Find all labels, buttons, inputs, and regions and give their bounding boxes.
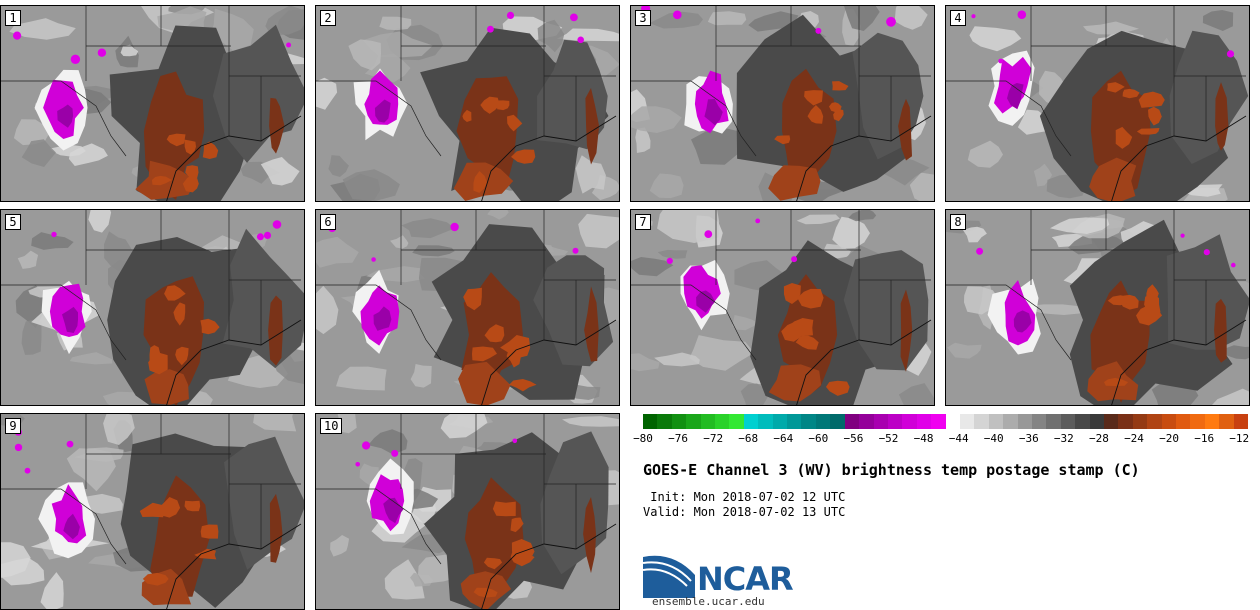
postage-stamp-panel: 6	[315, 209, 620, 406]
colorbar-swatch	[916, 414, 932, 429]
water-vapor-map	[631, 6, 934, 201]
postage-stamp-panel: 10	[315, 413, 620, 610]
colorbar-swatch	[1219, 414, 1234, 429]
panel-number: 6	[320, 214, 336, 230]
postage-stamp-panel: 9	[0, 413, 305, 610]
colorbar-tick-label: −64	[773, 432, 794, 445]
colorbar-swatch	[859, 414, 874, 429]
colorbar-swatch	[1132, 414, 1148, 429]
logo-url: ensemble.ucar.edu	[652, 595, 765, 608]
colorbar-swatch	[844, 414, 860, 429]
panel-number: 10	[320, 418, 343, 434]
colorbar-swatch	[931, 414, 946, 429]
colorbar-tick-label: −68	[738, 432, 759, 445]
colorbar-swatch	[1204, 414, 1220, 429]
panel-number: 2	[320, 10, 336, 26]
colorbar-swatch	[700, 414, 716, 429]
water-vapor-map	[316, 414, 619, 609]
colorbar-swatch	[830, 414, 845, 429]
colorbar-swatch	[1147, 414, 1162, 429]
colorbar-swatch	[1017, 414, 1032, 429]
colorbar-swatch	[1046, 414, 1061, 429]
colorbar-swatch	[1161, 414, 1177, 429]
valid-time: Valid: Mon 2018-07-02 13 UTC	[643, 505, 846, 519]
colorbar-swatch	[801, 414, 816, 429]
postage-stamp-panel: 2	[315, 5, 620, 202]
water-vapor-map	[1, 210, 304, 405]
colorbar	[643, 414, 1249, 429]
colorbar-swatch	[1075, 414, 1090, 429]
panel-number: 4	[950, 10, 966, 26]
colorbar-tick-label: −32	[1053, 432, 1074, 445]
colorbar-swatch	[729, 414, 744, 429]
postage-stamp-panel: 7	[630, 209, 935, 406]
colorbar-swatch	[887, 414, 903, 429]
postage-stamp-panel: 1	[0, 5, 305, 202]
postage-stamp-panel: 5	[0, 209, 305, 406]
colorbar-swatch	[1176, 414, 1191, 429]
colorbar-swatch	[1104, 414, 1119, 429]
ncar-logo-icon	[643, 555, 695, 598]
colorbar-tick-label: −80	[633, 432, 653, 445]
postage-stamp-panel: 8	[945, 209, 1250, 406]
panel-number: 9	[5, 418, 21, 434]
colorbar-swatch	[715, 414, 730, 429]
colorbar-ticks: −80 −76 −72 −68 −64 −60 −56 −52 −48 −44 −40 −36 −32 −…	[633, 432, 1250, 446]
panel-number: 1	[5, 10, 21, 26]
colorbar-swatch	[743, 414, 759, 429]
colorbar-swatch	[988, 414, 1004, 429]
postage-stamp-panel: 3	[630, 5, 935, 202]
init-time: Init: Mon 2018-07-02 12 UTC	[643, 490, 846, 504]
colorbar-swatch	[815, 414, 831, 429]
colorbar-tick-label: −48	[913, 432, 934, 445]
colorbar-swatch	[902, 414, 917, 429]
water-vapor-map	[946, 210, 1249, 405]
colorbar-tick-label: −28	[1089, 432, 1109, 445]
colorbar-tick-label: −16	[1194, 432, 1215, 445]
colorbar-swatch	[643, 414, 658, 429]
colorbar-tick-label: −60	[808, 432, 829, 445]
colorbar-swatch	[657, 414, 672, 429]
colorbar-tick-label: −52	[878, 432, 899, 445]
colorbar-swatch	[1089, 414, 1104, 429]
water-vapor-map	[631, 210, 934, 405]
panel-number: 5	[5, 214, 21, 230]
colorbar-swatch	[1060, 414, 1076, 429]
water-vapor-map	[1, 6, 304, 201]
colorbar-tick-label: −36	[1018, 432, 1039, 445]
colorbar-tick-label: −76	[668, 432, 688, 445]
colorbar-swatch	[772, 414, 788, 429]
colorbar-tick-label: −44	[948, 432, 969, 445]
colorbar-swatch	[873, 414, 888, 429]
colorbar-swatch	[1118, 414, 1133, 429]
colorbar-tick-label: −72	[703, 432, 724, 445]
panel-number: 3	[635, 10, 651, 26]
colorbar-swatch	[945, 414, 960, 429]
colorbar-tick-label: −12	[1229, 432, 1250, 445]
colorbar-swatch	[974, 414, 989, 429]
water-vapor-map	[946, 6, 1249, 201]
colorbar-swatch	[787, 414, 802, 429]
colorbar-swatch	[671, 414, 687, 429]
colorbar-swatch	[1233, 414, 1249, 429]
colorbar-swatch	[1003, 414, 1018, 429]
colorbar-swatch	[758, 414, 773, 429]
chart-title: GOES-E Channel 3 (WV) brightness temp po…	[643, 461, 1140, 479]
panel-number: 8	[950, 214, 966, 230]
colorbar-swatch	[1031, 414, 1047, 429]
colorbar-tick-label: −56	[843, 432, 864, 445]
panel-number: 7	[635, 214, 651, 230]
colorbar-tick-label: −24	[1124, 432, 1144, 445]
water-vapor-map	[316, 6, 619, 201]
colorbar-tick-label: −40	[983, 432, 1004, 445]
water-vapor-map	[1, 414, 304, 609]
colorbar-swatch	[1190, 414, 1205, 429]
ncar-logo-text: NCAR	[697, 560, 794, 598]
colorbar-swatch	[959, 414, 975, 429]
postage-stamp-panel: 4	[945, 5, 1250, 202]
colorbar-swatch	[686, 414, 701, 429]
colorbar-tick-label: −20	[1159, 432, 1180, 445]
water-vapor-map	[316, 210, 619, 405]
